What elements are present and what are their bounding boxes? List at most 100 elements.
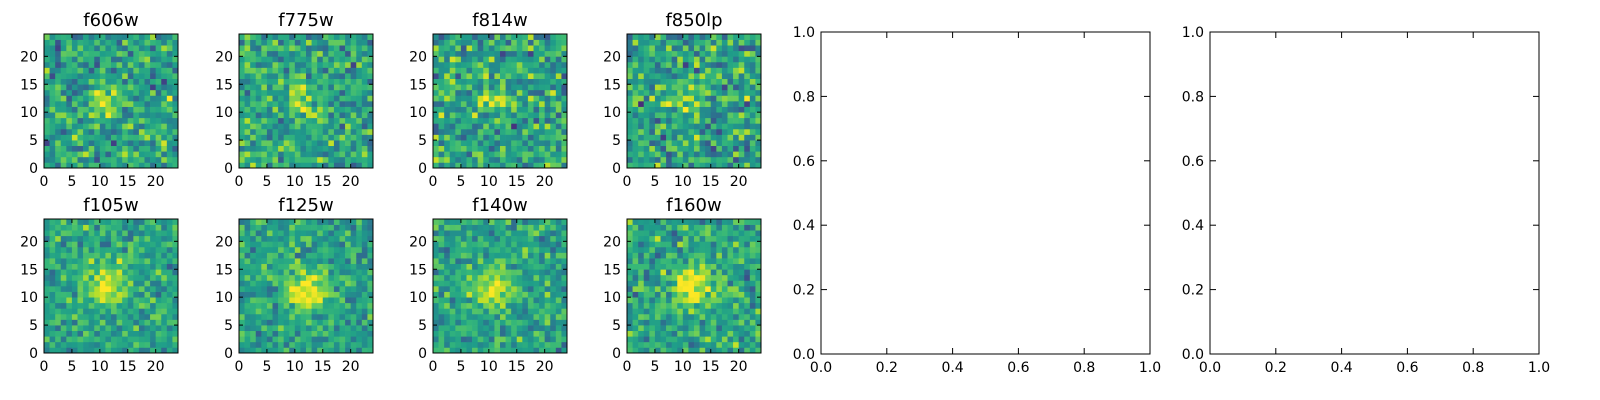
heatmap-cell (472, 117, 479, 124)
heatmap-cell (561, 297, 568, 304)
heatmap-cell (272, 145, 279, 152)
heatmap-cell (272, 39, 279, 46)
heatmap-cell (638, 224, 645, 231)
heatmap-cell (466, 336, 473, 343)
heatmap-cell (71, 84, 78, 91)
heatmap-cell (533, 297, 540, 304)
heatmap-cell (328, 78, 335, 85)
heatmap-cell (438, 34, 445, 40)
heatmap-cell (733, 34, 740, 40)
heatmap-cell (49, 123, 56, 130)
heatmap-cell (749, 101, 756, 107)
heatmap-cell (677, 308, 684, 315)
heatmap-cell (300, 34, 307, 40)
heatmap-cell (116, 241, 123, 248)
heatmap-cell (705, 123, 712, 130)
heatmap-cell (649, 336, 656, 343)
heatmap-cell (283, 73, 290, 80)
heatmap-cell (477, 78, 484, 85)
heatmap-cell (533, 162, 540, 169)
heatmap-cell (660, 269, 667, 276)
heatmap-cell (649, 73, 656, 80)
heatmap-cell (721, 50, 728, 57)
heatmap-cell (328, 302, 335, 309)
heatmap-cell (632, 297, 639, 304)
heatmap-cell (294, 156, 301, 163)
heatmap-cell (533, 263, 540, 270)
heatmap-cell (627, 39, 633, 46)
heatmap-cell (361, 258, 368, 265)
heatmap-cell (483, 106, 490, 113)
heatmap-cell (317, 297, 324, 304)
heatmap-cell (522, 61, 529, 68)
heatmap-cell (555, 308, 562, 315)
heatmap-cell (727, 162, 734, 169)
heatmap-cell (710, 235, 717, 242)
heatmap-cell (483, 95, 490, 102)
heatmap-cell (266, 313, 273, 320)
heatmap-cell (550, 336, 557, 343)
heatmap-cell (444, 313, 451, 320)
heatmap-cell (710, 330, 717, 337)
heatmap-cell (539, 336, 546, 343)
heatmap-cell (643, 39, 650, 46)
heatmap-cell (161, 325, 168, 332)
heatmap-cell (539, 112, 546, 119)
heatmap-cell (328, 230, 335, 237)
heatmap-cell (278, 336, 285, 343)
heatmap-cell (527, 246, 534, 253)
heatmap-cell (677, 39, 684, 46)
heatmap-cell (83, 308, 90, 315)
heatmap-cell (438, 336, 445, 343)
heatmap-cell (317, 263, 324, 270)
heatmap-cell (161, 50, 168, 57)
heatmap-cell (488, 313, 495, 320)
heatmap-cell (449, 101, 456, 107)
heatmap-cell (339, 219, 346, 225)
heatmap-cell (511, 252, 518, 259)
heatmap-cell (643, 89, 650, 96)
heatmap-cell (333, 258, 340, 265)
heatmap-cell (460, 84, 467, 91)
heatmap-cell (727, 34, 734, 40)
heatmap-cell (688, 269, 695, 276)
heatmap-cell (466, 128, 473, 135)
heatmap-cell (539, 246, 546, 253)
heatmap-cell (654, 347, 661, 354)
heatmap-cell (505, 302, 512, 309)
heatmap-cell (632, 235, 639, 242)
heatmap-cell (688, 246, 695, 253)
heatmap-cell (144, 56, 151, 63)
heatmap-cell (127, 325, 134, 332)
heatmap-cell (367, 330, 374, 337)
heatmap-cell (105, 89, 112, 96)
heatmap-cell (49, 341, 56, 348)
heatmap-cell (255, 347, 262, 354)
heatmap-cell (755, 297, 762, 304)
heatmap-cell (483, 269, 490, 276)
heatmap-cell (161, 61, 168, 68)
heatmap-cell (306, 145, 312, 152)
heatmap-cell (105, 95, 112, 102)
heatmap-cell (49, 246, 56, 253)
heatmap-cell (433, 151, 439, 158)
heatmap-cell (561, 145, 568, 152)
heatmap-cell (660, 219, 667, 225)
x-tick-label: 15 (702, 359, 720, 375)
heatmap-cell (71, 112, 78, 119)
heatmap-cell (738, 156, 745, 163)
heatmap-cell (150, 140, 157, 147)
heatmap-cell (71, 325, 78, 332)
heatmap-cell (294, 258, 301, 265)
heatmap-cell (361, 319, 368, 326)
heatmap-cell (671, 330, 678, 337)
heatmap-cell (150, 95, 157, 102)
y-tick-label: 10 (603, 290, 621, 306)
heatmap-cell (283, 263, 290, 270)
heatmap-cell (66, 269, 73, 276)
heatmap-cell (77, 73, 84, 80)
heatmap-cell (122, 95, 129, 102)
heatmap-cell (472, 336, 479, 343)
heatmap-cell (716, 263, 723, 270)
heatmap-cell (133, 341, 140, 348)
